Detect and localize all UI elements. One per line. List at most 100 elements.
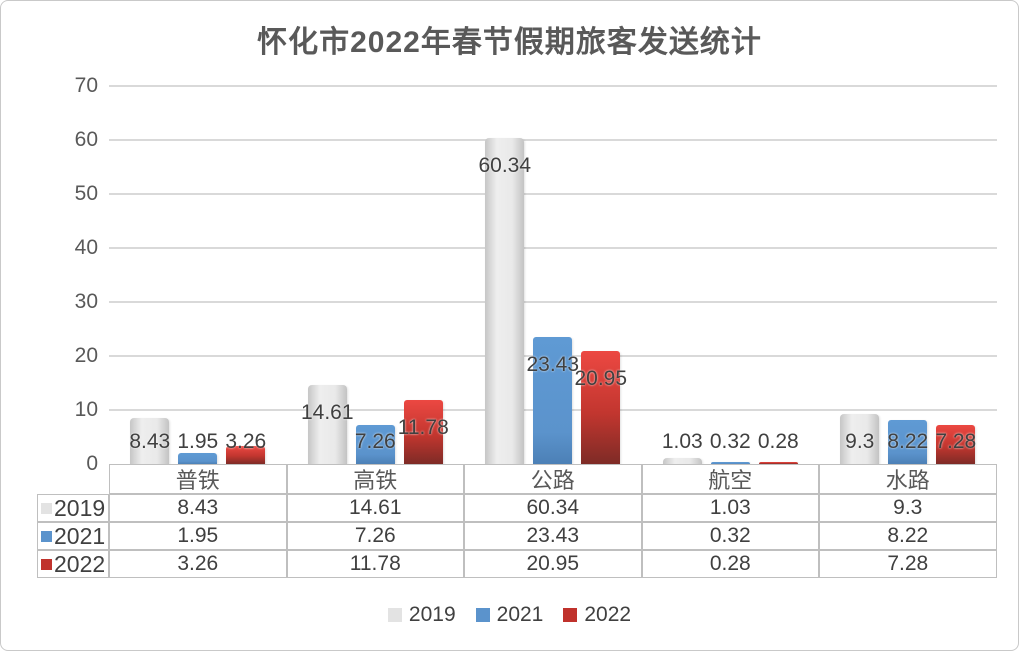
y-axis-tick-label: 70 [74, 74, 98, 97]
bar-data-label: 0.32 [709, 430, 751, 453]
table-cell-text: 14.61 [348, 496, 402, 519]
gridline [109, 247, 997, 249]
table-cell-text: 0.32 [709, 524, 751, 547]
bar-data-label: 20.95 [574, 366, 628, 390]
legend-item-2022: 2022 [563, 603, 631, 627]
gridline [109, 85, 997, 87]
table-header-cell-text: 航空 [708, 468, 753, 493]
table-cell: 11.78 [286, 550, 464, 578]
bar-2021-普铁 [178, 453, 218, 464]
table-header-cell-text: 普铁 [175, 468, 220, 493]
y-axis-tick-label: 30 [74, 290, 98, 313]
table-row-label: 2021 [37, 522, 109, 550]
legend-swatch [563, 608, 578, 622]
table-cell-text: 60.34 [526, 496, 580, 519]
y-axis-tick-label: 50 [74, 182, 98, 205]
bar-data-label: 3.26 [225, 430, 267, 453]
table-cell-text: 11.78 [349, 552, 401, 575]
table-cell: 0.28 [641, 550, 819, 578]
y-axis-tick-label: 40 [74, 236, 98, 259]
table-cell-text: 0.28 [709, 552, 751, 575]
bar-data-label: 7.28 [935, 430, 977, 453]
table-cell: 14.61 [286, 494, 464, 522]
table-header-cell-text: 公路 [530, 468, 575, 493]
table-row-label-text: 2019 [54, 494, 106, 521]
table-cell: 1.95 [109, 522, 287, 550]
legend-item-2019: 2019 [387, 603, 456, 627]
y-axis-tick-label: 10 [74, 398, 98, 421]
y-axis-tick-label: 60 [74, 128, 98, 151]
table-cell: 8.43 [109, 494, 287, 522]
table-row-label: 2022 [37, 550, 109, 578]
table-cell-text: 9.3 [893, 496, 923, 519]
table-cell: 20.95 [464, 550, 642, 578]
table-header-cell: 航空 [641, 464, 819, 494]
legend-swatch [475, 608, 490, 622]
bar-2021-航空 [710, 462, 750, 464]
table-cell: 1.03 [641, 494, 819, 522]
bar-data-label: 7.26 [354, 430, 396, 453]
table-cell-text: 8.43 [177, 496, 219, 519]
bar-data-label: 1.95 [177, 430, 219, 453]
bar-2022-高铁 [403, 400, 443, 464]
table-cell: 8.22 [819, 522, 997, 550]
table-cell: 9.3 [819, 494, 997, 522]
gridline [109, 139, 997, 141]
bar-2019-高铁 [307, 385, 347, 464]
legend-label: 2021 [496, 603, 544, 626]
bar-2019-航空 [662, 458, 702, 464]
legend-item-2021: 2021 [475, 603, 544, 627]
bar-2022-水路 [936, 424, 976, 464]
table-cell-text: 3.26 [177, 552, 219, 575]
bar-data-label: 8.22 [887, 430, 929, 453]
bar-2022-普铁 [226, 446, 266, 464]
bar-2022-公路 [581, 350, 621, 464]
table-header-cell: 公路 [464, 464, 642, 494]
table-header-cell-text: 水路 [885, 468, 930, 493]
table-cell-text: 1.03 [709, 496, 751, 519]
table-row-label-text: 2022 [54, 550, 106, 577]
bar-2019-公路 [485, 138, 525, 464]
series-color-swatch [41, 558, 52, 570]
table-cell-text: 23.43 [526, 524, 580, 547]
table-header-cell: 普铁 [109, 464, 287, 494]
bar-data-label: 14.61 [300, 401, 354, 425]
chart-legend: 2019 2021 2022 [1, 603, 1018, 627]
table-header-cell: 高铁 [286, 464, 464, 494]
legend-label: 2019 [408, 603, 456, 626]
bar-2022-航空 [758, 462, 798, 464]
legend-label: 2022 [584, 603, 632, 626]
table-cell: 7.28 [819, 550, 997, 578]
bar-data-label: 11.78 [397, 416, 449, 440]
bar-data-label: 8.43 [129, 430, 171, 453]
y-axis-tick-label: 0 [86, 452, 98, 475]
bar-data-label: 1.03 [661, 430, 703, 453]
series-color-swatch [41, 502, 52, 514]
bar-data-label: 9.3 [845, 429, 875, 453]
table-cell: 7.26 [286, 522, 464, 550]
gridline [109, 301, 997, 303]
table-row-label-text: 2021 [54, 522, 106, 549]
table-cell-text: 1.95 [177, 524, 219, 547]
bar-data-label: 23.43 [526, 353, 580, 377]
bar-data-label: 60.34 [478, 154, 532, 178]
gridline [109, 193, 997, 195]
y-axis-tick-label: 20 [74, 344, 98, 367]
table-cell-text: 20.95 [526, 552, 580, 575]
table-cell-text: 8.22 [887, 524, 929, 547]
bar-2021-公路 [533, 337, 573, 464]
table-cell-text: 7.26 [354, 524, 396, 547]
table-header-cell: 水路 [819, 464, 997, 494]
bar-2021-高铁 [355, 424, 395, 464]
table-cell: 60.34 [464, 494, 642, 522]
legend-swatch [387, 608, 402, 622]
table-cell-text: 7.28 [887, 552, 929, 575]
table-header-cell-text: 高铁 [353, 468, 398, 493]
table-row-label: 2019 [37, 494, 109, 522]
chart-title: 怀化市2022年春节假期旅客发送统计 [257, 26, 762, 59]
bar-2019-普铁 [130, 418, 170, 464]
series-color-swatch [41, 530, 52, 542]
bar-2019-水路 [840, 413, 880, 464]
table-cell: 3.26 [109, 550, 287, 578]
